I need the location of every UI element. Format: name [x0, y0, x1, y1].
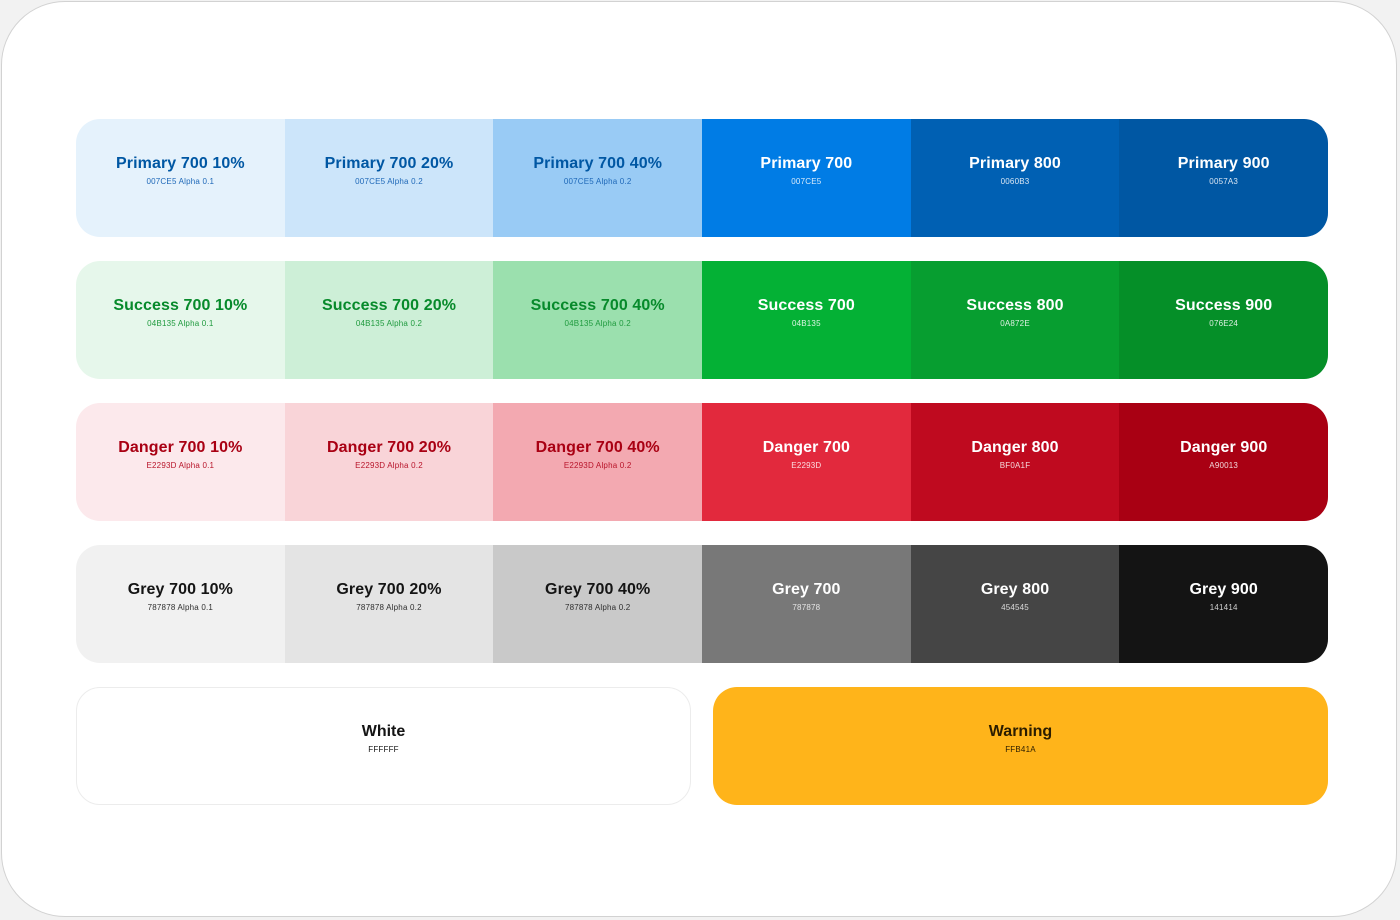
swatch-code: 007CE5	[791, 177, 822, 186]
swatch-success-800[interactable]: Success 800 0A872E	[910, 261, 1120, 379]
swatch-name: Grey 700	[772, 581, 841, 598]
swatch-success-700-20[interactable]: Success 700 20% 04B135 Alpha 0.2	[284, 261, 494, 379]
swatch-name: Primary 800	[969, 155, 1061, 172]
swatch-code: 454545	[1001, 603, 1029, 612]
swatch-name: Danger 700	[762, 439, 850, 456]
swatch-code: 076E24	[1209, 319, 1239, 328]
swatch-name: Success 700	[757, 297, 855, 314]
swatch-name: Grey 700 10%	[127, 581, 233, 598]
swatch-grey-700[interactable]: Grey 700 787878	[702, 545, 911, 663]
swatch-name: Danger 800	[971, 439, 1059, 456]
swatch-code: 787878 Alpha 0.1	[147, 603, 214, 612]
swatch-grey-700-10[interactable]: Grey 700 10% 787878 Alpha 0.1	[76, 545, 285, 663]
swatch-code: E2293D Alpha 0.2	[563, 461, 632, 470]
swatch-code: 141414	[1209, 603, 1238, 612]
swatch-name: Grey 700 40%	[545, 581, 651, 598]
swatch-name: Primary 700 40%	[533, 155, 663, 172]
swatch-code: 04B135 Alpha 0.1	[147, 319, 214, 328]
swatch-primary-700-40[interactable]: Primary 700 40% 007CE5 Alpha 0.2	[493, 119, 703, 237]
swatch-grey-900[interactable]: Grey 900 141414	[1119, 545, 1328, 663]
swatch-success-900[interactable]: Success 900 076E24	[1119, 261, 1328, 379]
swatch-name: Primary 900	[1177, 155, 1270, 172]
swatch-code: 007CE5 Alpha 0.1	[146, 177, 215, 186]
swatch-danger-700-40[interactable]: Danger 700 40% E2293D Alpha 0.2	[493, 403, 703, 521]
swatch-code: 04B135 Alpha 0.2	[564, 319, 631, 328]
swatch-code: 0057A3	[1209, 177, 1239, 186]
swatch-name: Grey 700 20%	[336, 581, 442, 598]
swatch-name: Success 700 40%	[530, 297, 665, 314]
swatch-white[interactable]: White FFFFFF	[76, 687, 691, 805]
swatch-code: BF0A1F	[999, 461, 1031, 470]
swatch-name: Primary 700 20%	[324, 155, 454, 172]
swatch-code: E2293D	[791, 461, 822, 470]
swatch-name: Danger 700 10%	[118, 439, 243, 456]
swatch-grey-700-40[interactable]: Grey 700 40% 787878 Alpha 0.2	[493, 545, 703, 663]
swatch-code: 787878 Alpha 0.2	[564, 603, 631, 612]
swatch-code: 007CE5 Alpha 0.2	[355, 177, 423, 186]
swatch-grey-700-20[interactable]: Grey 700 20% 787878 Alpha 0.2	[284, 545, 494, 663]
swatch-name: Danger 700 20%	[326, 439, 452, 456]
swatch-name: White	[361, 723, 406, 740]
swatch-danger-900[interactable]: Danger 900 A90013	[1119, 403, 1328, 521]
palette-row-primary: Primary 700 10% 007CE5 Alpha 0.1 Primary…	[76, 119, 1328, 237]
swatch-danger-700-20[interactable]: Danger 700 20% E2293D Alpha 0.2	[284, 403, 494, 521]
swatch-code: 04B135 Alpha 0.2	[355, 319, 423, 328]
color-palette: Primary 700 10% 007CE5 Alpha 0.1 Primary…	[76, 119, 1328, 805]
swatch-name: Warning	[988, 723, 1053, 740]
swatch-grey-800[interactable]: Grey 800 454545	[910, 545, 1120, 663]
swatch-code: 007CE5 Alpha 0.2	[563, 177, 632, 186]
swatch-code: 0A872E	[1000, 319, 1030, 328]
swatch-name: Danger 700 40%	[535, 439, 660, 456]
swatch-name: Success 700 20%	[321, 297, 457, 314]
palette-row-standalone: White FFFFFF Warning FFB41A	[76, 687, 1328, 805]
swatch-success-700[interactable]: Success 700 04B135	[702, 261, 911, 379]
swatch-primary-700[interactable]: Primary 700 007CE5	[702, 119, 911, 237]
swatch-name: Success 700 10%	[113, 297, 248, 314]
swatch-name: Grey 800	[980, 581, 1050, 598]
palette-row-success: Success 700 10% 04B135 Alpha 0.1 Success…	[76, 261, 1328, 379]
swatch-code: E2293D Alpha 0.1	[146, 461, 215, 470]
swatch-primary-900[interactable]: Primary 900 0057A3	[1119, 119, 1328, 237]
swatch-name: Grey 900	[1189, 581, 1258, 598]
swatch-danger-800[interactable]: Danger 800 BF0A1F	[910, 403, 1120, 521]
swatch-primary-700-10[interactable]: Primary 700 10% 007CE5 Alpha 0.1	[76, 119, 285, 237]
palette-row-grey: Grey 700 10% 787878 Alpha 0.1 Grey 700 2…	[76, 545, 1328, 663]
swatch-code: 787878	[792, 603, 821, 612]
swatch-name: Danger 900	[1180, 439, 1268, 456]
swatch-code: 787878 Alpha 0.2	[356, 603, 422, 612]
swatch-success-700-40[interactable]: Success 700 40% 04B135 Alpha 0.2	[493, 261, 703, 379]
swatch-name: Primary 700 10%	[115, 155, 245, 172]
palette-row-danger: Danger 700 10% E2293D Alpha 0.1 Danger 7…	[76, 403, 1328, 521]
swatch-warning[interactable]: Warning FFB41A	[713, 687, 1328, 805]
swatch-name: Primary 700	[760, 155, 853, 172]
swatch-code: A90013	[1209, 461, 1239, 470]
swatch-name: Success 900	[1175, 297, 1273, 314]
swatch-name: Success 800	[966, 297, 1064, 314]
swatch-primary-700-20[interactable]: Primary 700 20% 007CE5 Alpha 0.2	[284, 119, 494, 237]
swatch-code: 0060B3	[1000, 177, 1030, 186]
swatch-code: E2293D Alpha 0.2	[355, 461, 423, 470]
swatch-code: FFFFFF	[368, 745, 399, 754]
swatch-code: 04B135	[791, 319, 821, 328]
swatch-danger-700-10[interactable]: Danger 700 10% E2293D Alpha 0.1	[76, 403, 285, 521]
swatch-success-700-10[interactable]: Success 700 10% 04B135 Alpha 0.1	[76, 261, 285, 379]
swatch-code: FFB41A	[1005, 745, 1036, 754]
swatch-danger-700[interactable]: Danger 700 E2293D	[702, 403, 911, 521]
swatch-primary-800[interactable]: Primary 800 0060B3	[910, 119, 1120, 237]
